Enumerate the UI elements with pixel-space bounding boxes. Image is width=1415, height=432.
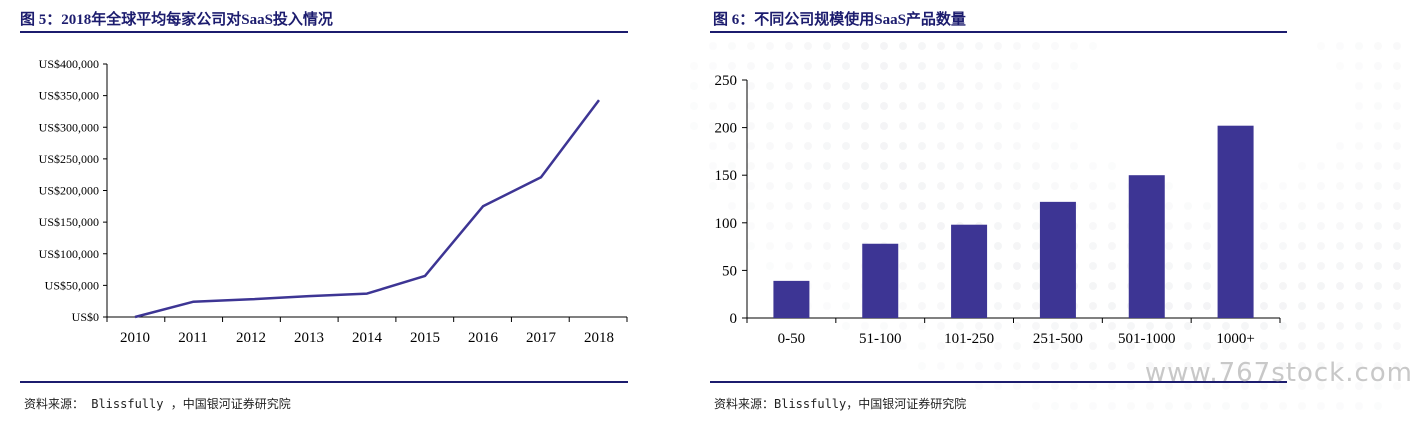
figure-5-top-rule — [20, 31, 628, 33]
x-tick-label: 2014 — [352, 330, 383, 346]
x-tick-label: 2013 — [294, 330, 324, 346]
bar — [773, 280, 810, 318]
figure-6-source: 资料来源：Blissfully，中国银河证券研究院 — [714, 397, 967, 411]
x-tick-label: 251-500 — [1033, 331, 1083, 347]
y-tick-label: US$150,000 — [39, 215, 99, 229]
x-tick-label: 2011 — [178, 330, 207, 346]
figure-5-title: 图 5：2018年全球平均每家公司对SaaS投入情况 — [20, 12, 333, 28]
bar — [862, 243, 899, 318]
x-tick-label: 1000+ — [1216, 331, 1254, 347]
x-tick-label: 101-250 — [944, 331, 994, 347]
bar — [1217, 125, 1254, 318]
x-tick-label: 2015 — [410, 330, 440, 346]
figure-5-panel: 图 5：2018年全球平均每家公司对SaaS投入情况 US$0 US$50,000… — [0, 0, 640, 432]
background-dot — [690, 122, 698, 130]
figure-5-source: 资料来源： Blissfully ，中国银河证券研究院 — [24, 397, 291, 411]
figure-5-bottom-rule — [20, 381, 628, 383]
y-tick-label: 200 — [715, 121, 738, 137]
bar — [1128, 175, 1165, 318]
figure-6-bar-chart: 0 50 100 150 200 250 0-50 51-100 101-250 251-500 5… — [715, 73, 1281, 347]
background-dot — [690, 82, 698, 90]
x-tick-label: 2017 — [526, 330, 557, 346]
background-dot — [690, 62, 698, 70]
figure-6-panel: 图 6：不同公司规模使用SaaS产品数量 0 50 100 150 200 250 0-50… — [700, 0, 1415, 432]
y-tick-label: US$350,000 — [39, 89, 99, 103]
y-tick-label: 250 — [715, 73, 738, 89]
y-tick-label: 100 — [715, 216, 738, 232]
y-tick-label: 0 — [730, 311, 738, 327]
bar — [1039, 201, 1076, 318]
x-tick-label: 501-1000 — [1118, 331, 1176, 347]
figure-6-bottom-rule — [710, 381, 1287, 383]
figure-5-line-chart: US$0 US$50,000 US$100,000 US$150,000 US$200,… — [39, 57, 628, 346]
x-tick-label: 51-100 — [859, 331, 902, 347]
x-tick-label: 0-50 — [778, 331, 806, 347]
x-tick-label: 2010 — [120, 330, 150, 346]
figure-6-top-rule — [710, 31, 1287, 33]
x-tick-label: 2018 — [584, 330, 614, 346]
y-tick-label: US$400,000 — [39, 57, 99, 71]
y-tick-label: US$100,000 — [39, 247, 99, 261]
y-tick-label: US$0 — [72, 310, 99, 324]
y-tick-label: 50 — [722, 263, 737, 279]
series-line — [134, 99, 600, 319]
y-tick-label: US$200,000 — [39, 184, 99, 198]
y-tick-label: 150 — [715, 168, 738, 184]
y-tick-label: US$250,000 — [39, 152, 99, 166]
y-tick-label: US$300,000 — [39, 120, 99, 134]
bar — [951, 224, 988, 318]
watermark: www.767stock.com — [1144, 358, 1413, 388]
background-dot — [690, 102, 698, 110]
figure-6-title: 图 6：不同公司规模使用SaaS产品数量 — [713, 12, 966, 28]
x-tick-label: 2012 — [236, 330, 266, 346]
x-tick-label: 2016 — [468, 330, 499, 346]
y-tick-label: US$50,000 — [45, 278, 99, 292]
